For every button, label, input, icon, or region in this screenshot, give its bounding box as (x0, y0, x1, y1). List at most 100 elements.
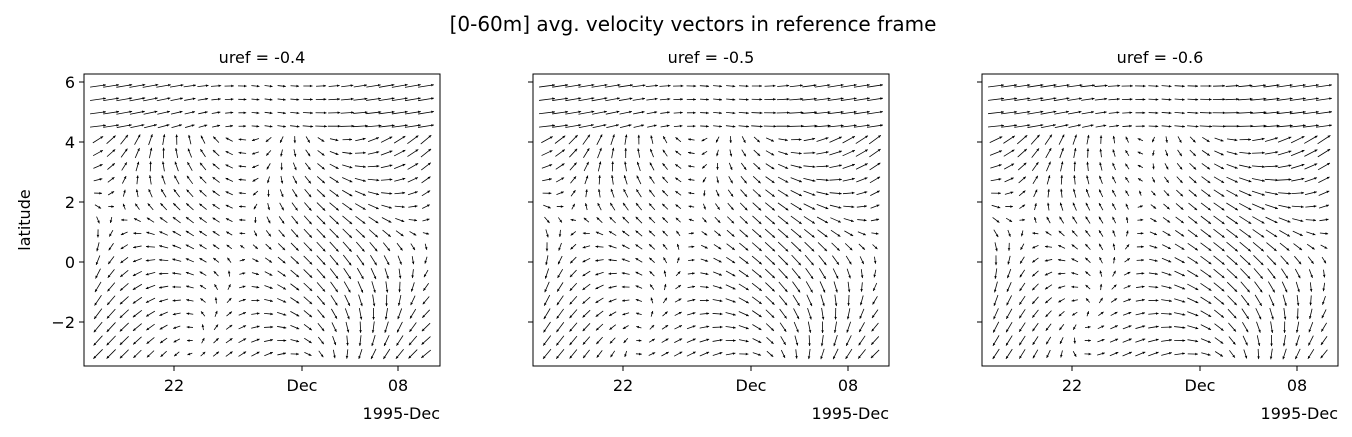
velocity-arrow-head (639, 352, 642, 356)
velocity-arrow-head (1019, 328, 1022, 332)
velocity-arrow-head (1207, 207, 1211, 211)
velocity-arrow-head (1153, 219, 1157, 222)
velocity-arrow-head (389, 150, 393, 153)
velocity-arrow-head (132, 314, 136, 318)
velocity-arrow-head (706, 111, 709, 115)
velocity-arrow-head (1155, 351, 1159, 355)
velocity-arrow (840, 111, 857, 115)
velocity-arrow (552, 111, 569, 115)
velocity-arrow-head (333, 342, 337, 346)
velocity-arrow-head (269, 125, 273, 128)
velocity-arrow-head (160, 203, 164, 206)
velocity-arrow-head (1001, 84, 1004, 87)
velocity-arrow-head (1289, 124, 1293, 127)
x-tick-label: 08 (388, 376, 408, 395)
velocity-arrow-head (1194, 220, 1198, 224)
velocity-arrow-head (548, 178, 552, 181)
velocity-arrow-head (1207, 194, 1211, 197)
velocity-arrow-head (283, 352, 286, 355)
velocity-arrow (1001, 111, 1018, 115)
velocity-arrow-head (1155, 111, 1159, 115)
velocity-arrow-head (1181, 247, 1185, 250)
velocity-arrow-head (677, 257, 680, 261)
velocity-arrow-head (702, 179, 706, 183)
velocity-arrow-head (423, 287, 426, 291)
velocity-arrow-head (212, 231, 216, 234)
velocity-arrow-head (402, 136, 406, 139)
velocity-arrow-head (1104, 97, 1108, 101)
velocity-arrow-head (611, 147, 615, 151)
velocity-arrow-head (864, 149, 868, 152)
velocity-arrow-head (1299, 247, 1302, 251)
velocity-arrow-head (1101, 338, 1105, 342)
velocity-arrow-head (95, 261, 99, 265)
velocity-arrow-head (1066, 110, 1069, 114)
velocity-arrow-head (1078, 110, 1082, 114)
velocity-arrow-head (1014, 97, 1018, 100)
velocity-arrow-head (877, 176, 881, 180)
velocity-arrow-head (283, 326, 287, 329)
velocity-arrow-head (243, 351, 247, 355)
velocity-arrow-head (603, 124, 607, 127)
velocity-arrow-head (623, 189, 626, 192)
velocity-arrow-head (1193, 153, 1196, 156)
velocity-arrow-head (1221, 248, 1225, 252)
velocity-arrow-head (1101, 352, 1105, 355)
velocity-arrow-head (1155, 285, 1159, 289)
velocity-arrow-head (1014, 110, 1018, 114)
velocity-arrow-head (1302, 83, 1306, 87)
velocity-arrow-head (621, 272, 625, 275)
velocity-arrow-head (103, 124, 106, 127)
velocity-arrow-head (1114, 325, 1118, 328)
velocity-arrow-head (1019, 315, 1022, 319)
velocity-arrow-head (349, 179, 353, 183)
velocity-arrow-head (745, 352, 749, 356)
velocity-arrow-head (1249, 97, 1253, 101)
velocity-arrow-head (1098, 230, 1102, 234)
velocity-arrow-head (1182, 125, 1185, 128)
velocity-arrow-head (409, 329, 413, 332)
velocity-arrow-head (1221, 221, 1225, 225)
velocity-arrow-head (243, 84, 247, 88)
velocity-arrow-head (120, 274, 124, 277)
velocity-arrow-head (744, 207, 748, 211)
velocity-arrow-head (1261, 207, 1265, 210)
velocity-arrow-head (771, 288, 775, 292)
velocity-arrow-head (192, 97, 196, 101)
velocity-arrow-head (158, 258, 162, 262)
velocity-arrow-head (1047, 202, 1050, 206)
velocity-arrow-head (308, 180, 311, 184)
velocity-arrow-head (880, 83, 883, 87)
velocity-arrow-head (335, 152, 339, 155)
velocity-arrow-head (1234, 180, 1238, 183)
velocity-arrow-head (1208, 84, 1212, 88)
velocity-arrow-head (693, 98, 696, 101)
velocity-arrow-head (426, 232, 430, 235)
velocity-arrow-head (556, 315, 560, 319)
velocity-arrow-head (729, 140, 733, 144)
velocity-arrow-head (283, 339, 287, 342)
velocity-arrow-head (1073, 326, 1076, 330)
velocity-arrow-head (860, 289, 863, 292)
velocity-arrow-head (1128, 325, 1132, 328)
velocity-arrow-head (838, 136, 842, 140)
velocity-arrow (391, 111, 408, 115)
velocity-arrow-head (398, 275, 402, 279)
velocity-arrow-head (692, 351, 696, 355)
velocity-arrow-head (1058, 230, 1062, 234)
velocity-arrow-head (363, 151, 366, 155)
velocity-arrow-head (1314, 177, 1318, 180)
velocity-arrow-head (1057, 258, 1061, 262)
velocity-arrow-head (811, 262, 814, 266)
velocity-arrow-head (543, 329, 547, 333)
velocity-arrow-head (867, 110, 870, 114)
velocity-arrow-head (1049, 134, 1052, 138)
velocity-arrow-head (214, 284, 217, 288)
velocity-arrow-head (1248, 138, 1251, 141)
velocity-arrow-head (1180, 220, 1184, 224)
velocity-arrow-head (675, 191, 679, 194)
velocity-arrow-head (1099, 148, 1103, 152)
velocity-arrow-head (621, 244, 625, 248)
velocity-arrow-head (853, 110, 857, 114)
velocity-arrow-head (1275, 137, 1278, 140)
